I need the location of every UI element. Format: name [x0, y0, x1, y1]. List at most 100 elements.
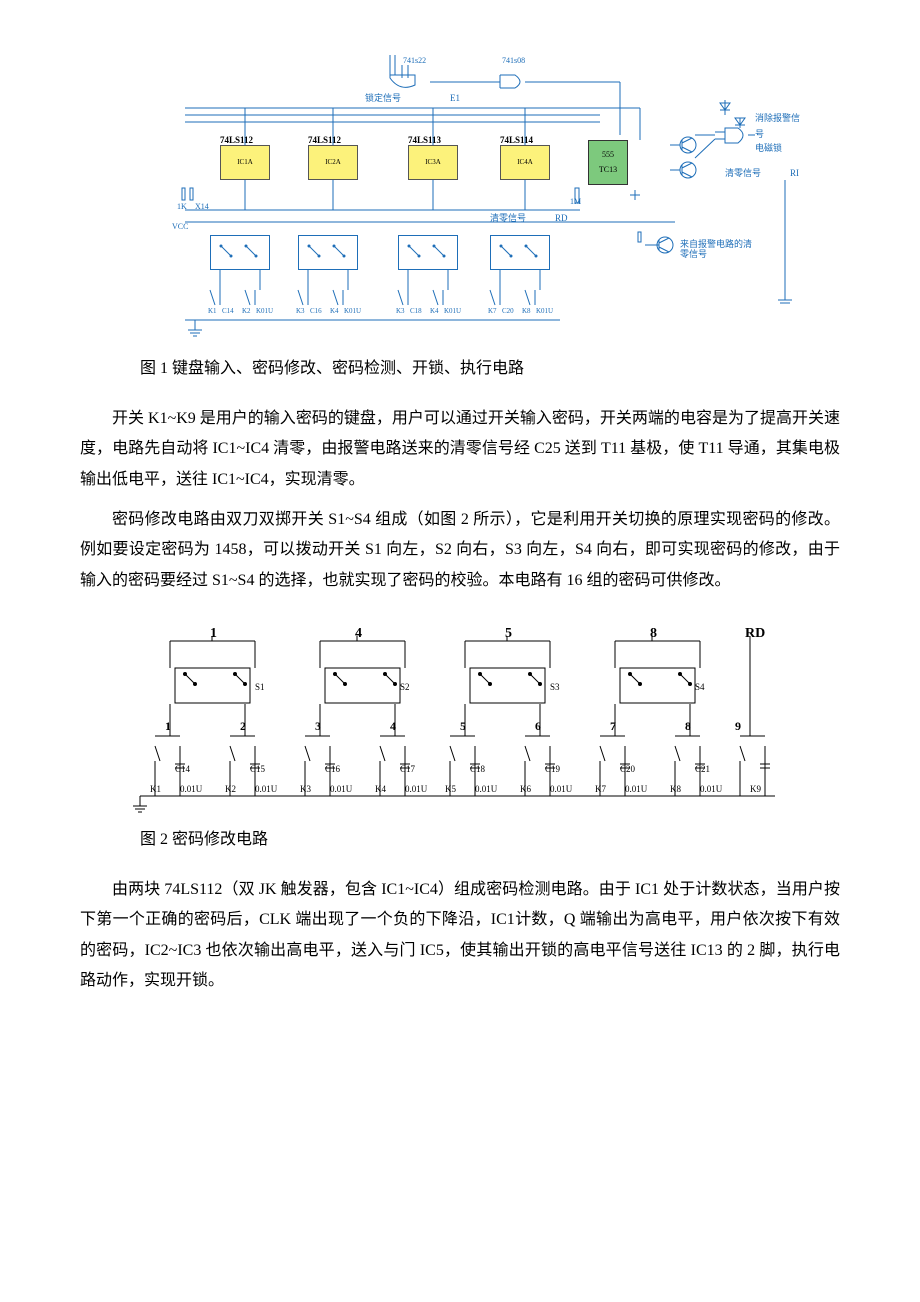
circuit-label: 1M: [570, 195, 581, 209]
mid-number: 2: [240, 716, 246, 738]
circuit-label: 电磁锁: [755, 140, 782, 156]
switch-label: S4: [695, 679, 705, 695]
diagram1-canvas: IC1A 74LS112 IC2A 74LS112 IC3A 74LS113 I…: [120, 40, 800, 340]
circuit-diagram-1: IC1A 74LS112 IC2A 74LS112 IC3A 74LS113 I…: [80, 40, 840, 340]
bottom-label: K4: [375, 781, 386, 797]
capacitor-label: C19: [545, 761, 560, 777]
keypad-label: K7: [488, 305, 497, 318]
bottom-label: K3: [300, 781, 311, 797]
circuit-label: 消除报警信号: [755, 110, 800, 142]
chip-555: 555 TC13: [588, 140, 628, 185]
switch-s2: [298, 235, 358, 270]
capacitor-label: C15: [250, 761, 265, 777]
mid-number: 1: [165, 716, 171, 738]
figure1-caption: 图 1 键盘输入、密码修改、密码检测、开锁、执行电路: [140, 355, 840, 384]
figure2-caption: 图 2 密码修改电路: [140, 826, 840, 855]
circuit-label: 1K: [177, 200, 187, 214]
bottom-label: 0.01U: [625, 781, 647, 797]
gate1-label: 741s22: [403, 54, 426, 68]
switch-label: S3: [550, 679, 560, 695]
keypad-label: K4: [330, 305, 339, 318]
keypad-label: C16: [310, 305, 322, 318]
capacitor-label: C20: [620, 761, 635, 777]
ic3a-chip: IC3A: [408, 145, 458, 180]
ic2-type: 74LS112: [308, 132, 341, 148]
mid-number: 9: [735, 716, 741, 738]
circuit-label: 来自报警电路的清零信号: [680, 240, 760, 260]
paragraph-1: 开关 K1~K9 是用户的输入密码的键盘，用户可以通过开关输入密码，开关两端的电…: [80, 404, 840, 495]
circuit-label: 清零信号: [725, 165, 761, 181]
bottom-label: 0.01U: [405, 781, 427, 797]
ic1a-chip: IC1A: [220, 145, 270, 180]
bottom-label: K6: [520, 781, 531, 797]
bottom-label: K5: [445, 781, 456, 797]
circuit-label: X14: [195, 200, 209, 214]
gate2-label: 741s08: [502, 54, 525, 68]
bottom-label: 0.01U: [255, 781, 277, 797]
chip-label: IC3A: [425, 156, 441, 169]
capacitor-label: C21: [695, 761, 710, 777]
mid-number: 3: [315, 716, 321, 738]
bottom-label: K1: [150, 781, 161, 797]
mid-number: 7: [610, 716, 616, 738]
keypad-label: C18: [410, 305, 422, 318]
keypad-label: C14: [222, 305, 234, 318]
chip555-label: 555: [602, 148, 614, 162]
top-number: 1: [210, 621, 217, 646]
mid-number: 4: [390, 716, 396, 738]
circuit-label: RD: [555, 210, 568, 226]
keypad-label: K4: [430, 305, 439, 318]
bottom-label: K9: [750, 781, 761, 797]
top-number: RD: [745, 621, 765, 646]
keypad-label: K01U: [344, 305, 361, 318]
top-number: 5: [505, 621, 512, 646]
bottom-label: 0.01U: [550, 781, 572, 797]
bottom-label: K2: [225, 781, 236, 797]
capacitor-label: C18: [470, 761, 485, 777]
chip-label: IC4A: [517, 156, 533, 169]
keypad-label: K2: [242, 305, 251, 318]
bottom-label: K7: [595, 781, 606, 797]
ic1-type: 74LS112: [220, 132, 253, 148]
keypad-label: K3: [396, 305, 405, 318]
circuit-label: E1: [450, 90, 460, 106]
bottom-label: 0.01U: [330, 781, 352, 797]
circuit-label: VCC: [172, 220, 188, 234]
switch-s3: [398, 235, 458, 270]
circuit-label: 清零信号: [490, 210, 526, 226]
switch-label: S2: [400, 679, 410, 695]
switch-label: S1: [255, 679, 265, 695]
keypad-label: K01U: [444, 305, 461, 318]
bottom-label: 0.01U: [700, 781, 722, 797]
mid-number: 6: [535, 716, 541, 738]
diagram2-canvas: 1 4 5 8 RD 1 2 3 4 5 6 7 8 9 S1 S2 S3 S4 C14 C15 C16 C17 C18 C1…: [120, 616, 800, 816]
ic4-type: 74LS114: [500, 132, 533, 148]
top-number: 4: [355, 621, 362, 646]
keypad-label: K8: [522, 305, 531, 318]
ic3-type: 74LS113: [408, 132, 441, 148]
circuit-label: RI: [790, 165, 799, 181]
capacitor-label: C14: [175, 761, 190, 777]
chip555-sublabel: TC13: [599, 163, 617, 177]
switch-s1: [210, 235, 270, 270]
mid-number: 8: [685, 716, 691, 738]
bottom-label: 0.01U: [475, 781, 497, 797]
ic2a-chip: IC2A: [308, 145, 358, 180]
bottom-label: K8: [670, 781, 681, 797]
circuit-diagram-2: 1 4 5 8 RD 1 2 3 4 5 6 7 8 9 S1 S2 S3 S4 C14 C15 C16 C17 C18 C1…: [80, 616, 840, 816]
top-number: 8: [650, 621, 657, 646]
keypad-label: K01U: [536, 305, 553, 318]
chip-label: IC2A: [325, 156, 341, 169]
keypad-label: K01U: [256, 305, 273, 318]
keypad-label: K3: [296, 305, 305, 318]
keypad-label: C20: [502, 305, 514, 318]
capacitor-label: C16: [325, 761, 340, 777]
ic4a-chip: IC4A: [500, 145, 550, 180]
switch-s4: [490, 235, 550, 270]
capacitor-label: C17: [400, 761, 415, 777]
diagram1-svg: [120, 40, 800, 340]
paragraph-3: 由两块 74LS112（双 JK 触发器，包含 IC1~IC4）组成密码检测电路…: [80, 875, 840, 997]
mid-number: 5: [460, 716, 466, 738]
bottom-label: 0.01U: [180, 781, 202, 797]
circuit-label: 锁定信号: [365, 90, 401, 106]
